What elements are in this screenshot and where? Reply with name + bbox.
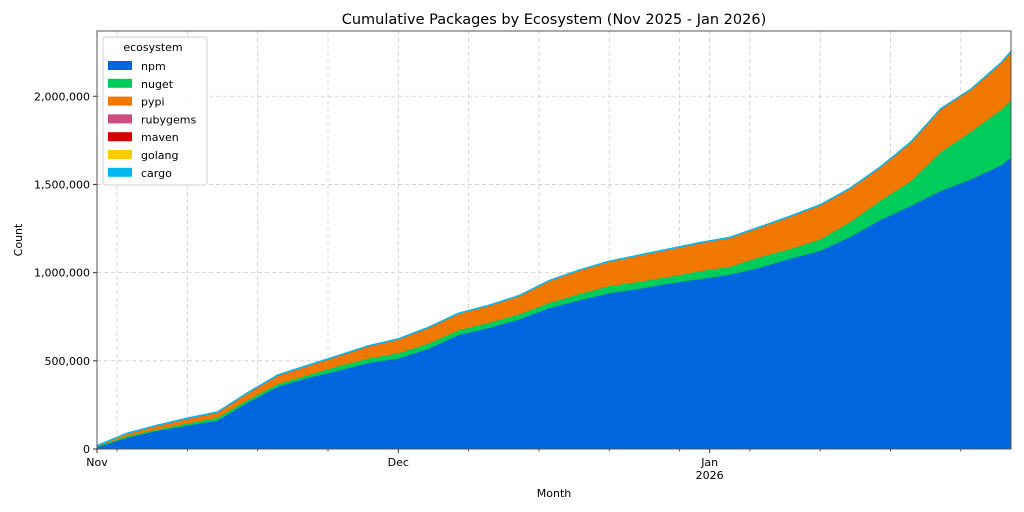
legend-box xyxy=(102,36,208,186)
legend-swatch-rubygems xyxy=(108,114,132,124)
legend-label-golang: golang xyxy=(141,149,178,162)
y-tick-label: 2,000,000 xyxy=(34,90,90,103)
x-tick-label: Nov xyxy=(86,456,108,469)
legend-label-cargo: cargo xyxy=(141,167,172,180)
y-tick-label: 1,000,000 xyxy=(34,267,90,280)
legend-label-nuget: nuget xyxy=(141,78,174,91)
legend-swatch-golang xyxy=(108,150,132,159)
legend-label-npm: npm xyxy=(141,60,166,73)
legend-swatch-npm xyxy=(108,61,132,70)
legend-title: ecosystem xyxy=(123,41,182,54)
legend-swatch-nuget xyxy=(108,78,132,88)
legend-label-pypi: pypi xyxy=(141,96,165,109)
x-tick-label: Jan 2026 xyxy=(696,456,724,482)
x-axis-label: Month xyxy=(537,487,572,500)
plot-frame xyxy=(96,30,1012,450)
stacked-areas xyxy=(96,50,1012,450)
legend-swatch-pypi xyxy=(108,96,132,106)
chart-title: Cumulative Packages by Ecosystem (Nov 20… xyxy=(342,12,767,28)
y-axis: 0 500,000 1,000,000 1,500,000 2,000,000 xyxy=(34,90,97,456)
y-tick-label: 1,500,000 xyxy=(34,178,90,191)
x-axis: Nov Dec Jan 2026 xyxy=(86,449,962,482)
y-tick-label: 0 xyxy=(83,443,90,456)
legend-swatch-cargo xyxy=(108,167,132,177)
legend-label-maven: maven xyxy=(141,131,179,144)
y-axis-label: Count xyxy=(12,223,25,256)
x-tick-label: Dec xyxy=(388,456,409,469)
legend: ecosystem npm nuget pypi rubygems maven golang… xyxy=(102,36,208,186)
legend-swatch-maven xyxy=(108,132,132,142)
legend-label-rubygems: rubygems xyxy=(141,113,196,126)
y-tick-label: 500,000 xyxy=(45,355,91,368)
